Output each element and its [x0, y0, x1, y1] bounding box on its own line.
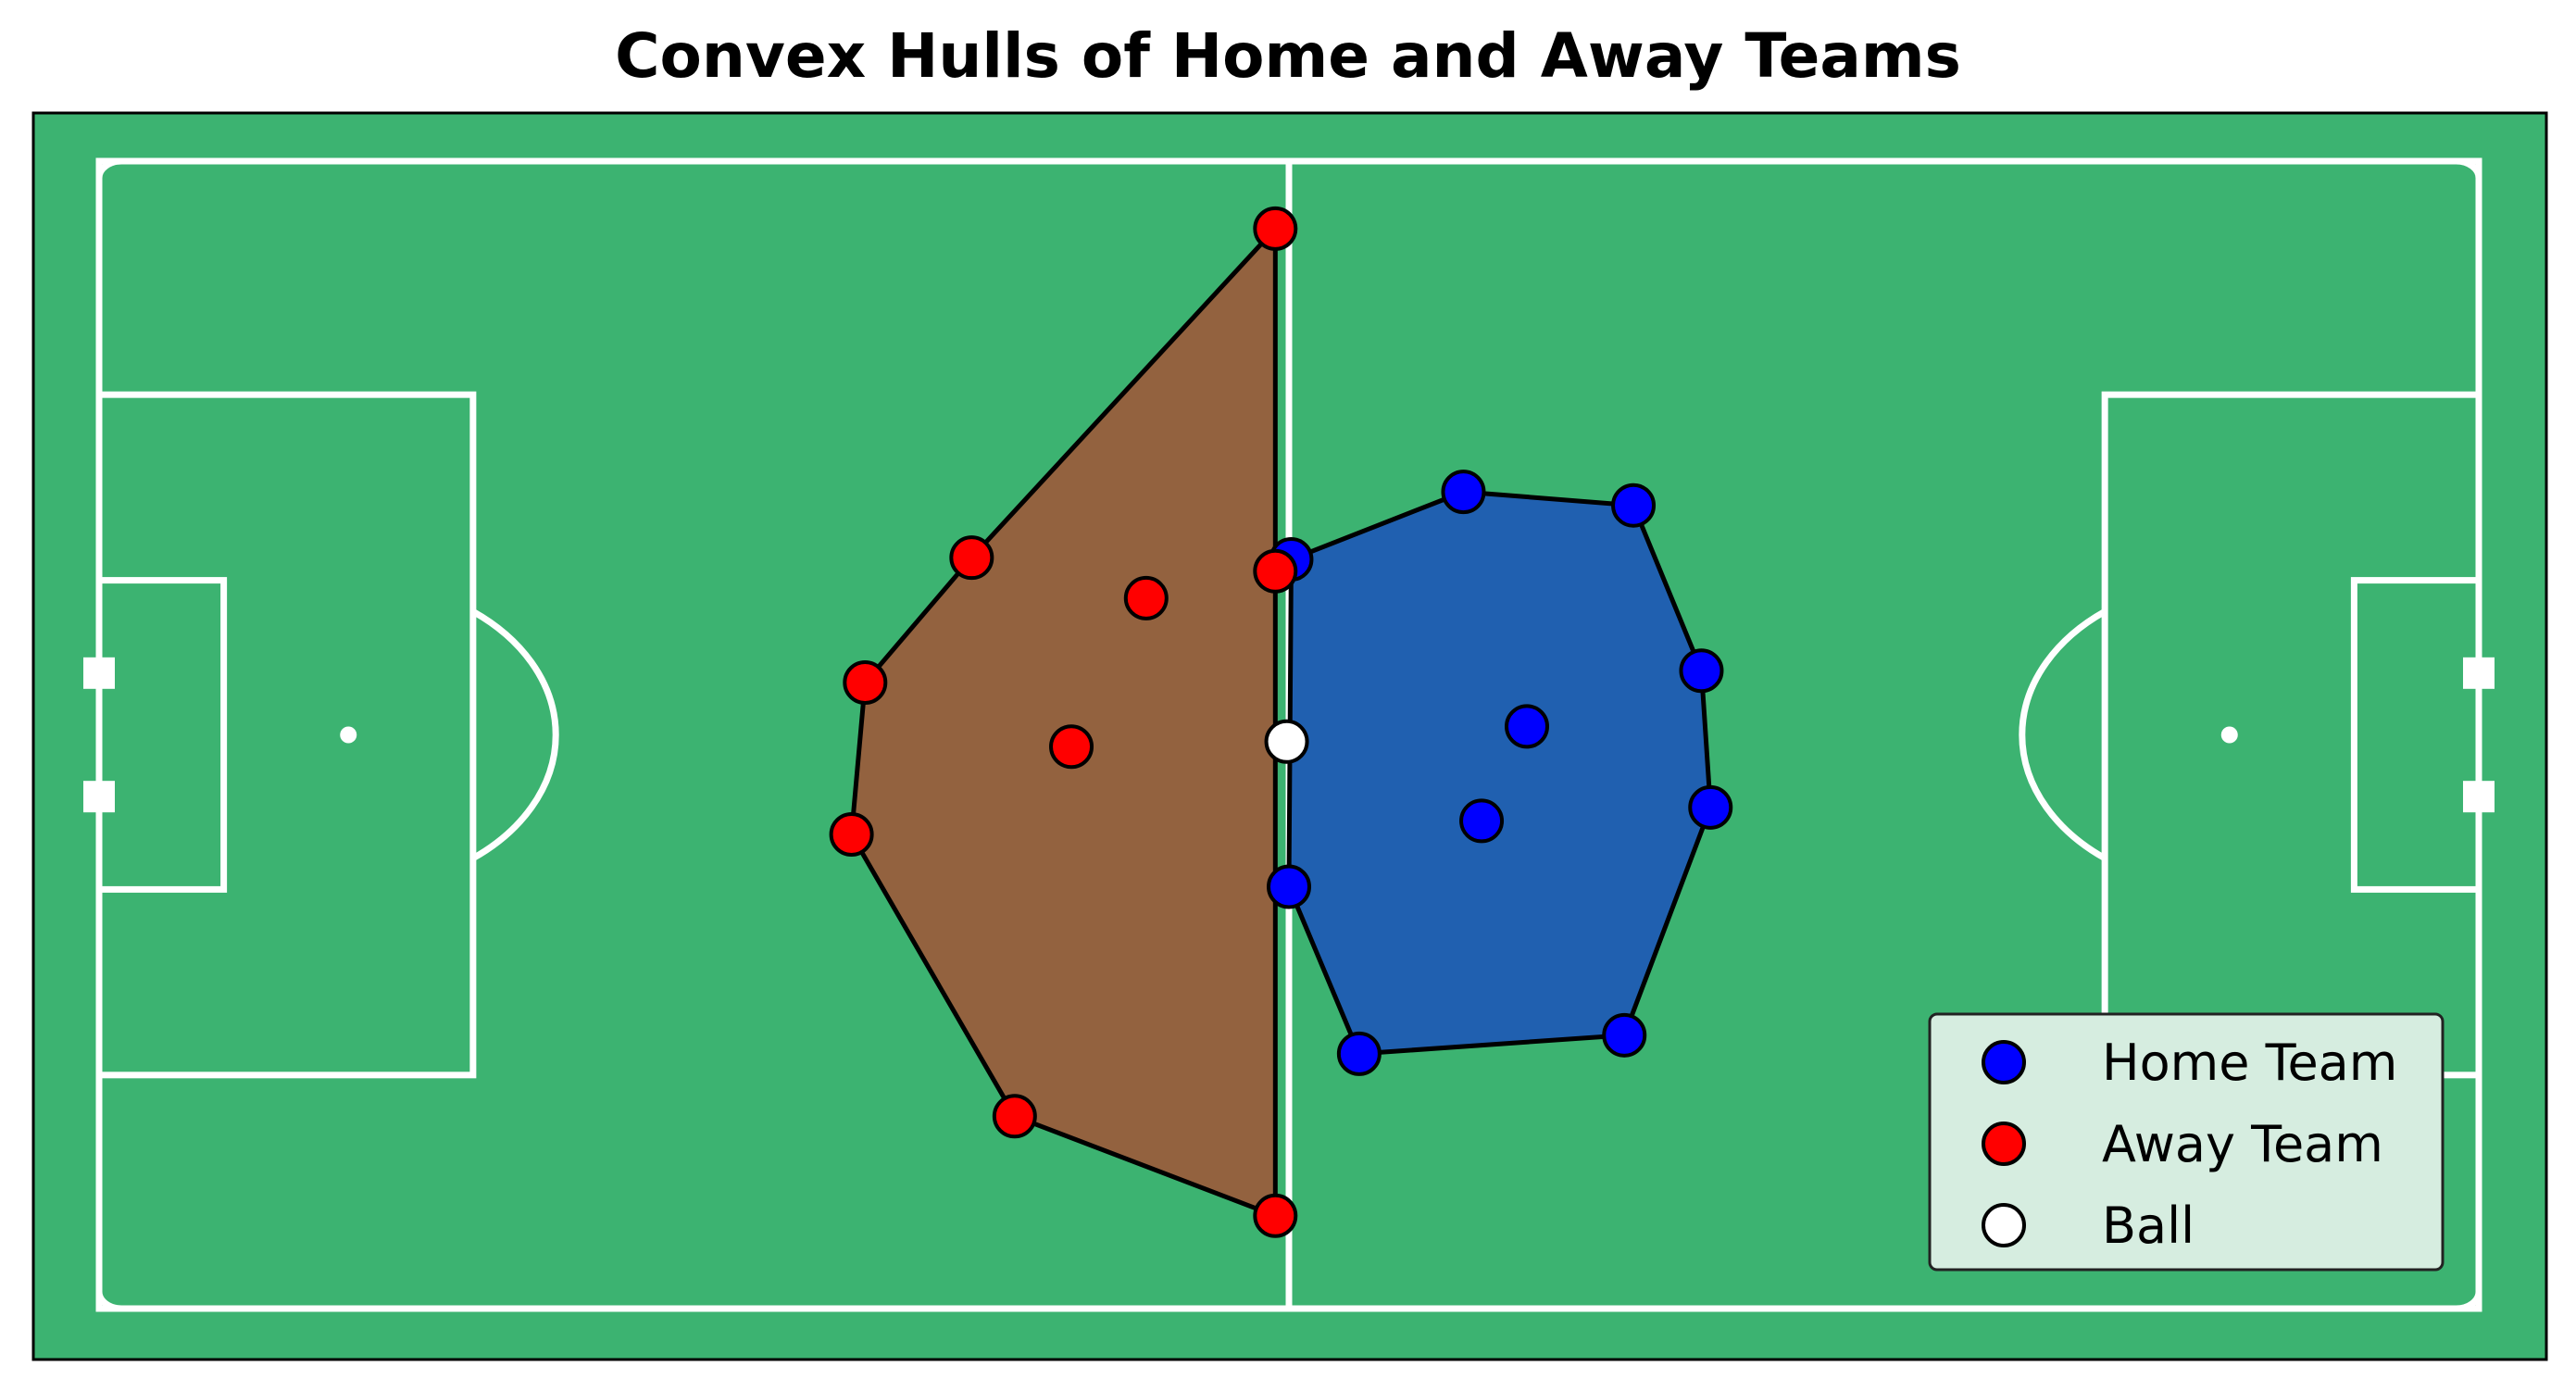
convex-hulls — [849, 226, 1713, 1219]
away-team-point — [992, 1094, 1037, 1139]
corner-arc — [2456, 1291, 2482, 1312]
left-penalty-spot — [340, 726, 357, 744]
away-team-point — [1253, 548, 1298, 594]
corner-arc — [95, 1291, 122, 1312]
home-team-point — [1459, 798, 1505, 844]
ball-point — [1264, 719, 1309, 764]
goal-post — [83, 657, 115, 689]
home-team-point — [1267, 864, 1311, 909]
player-points — [829, 206, 1733, 1238]
corner-arc — [95, 157, 122, 179]
right-penalty-arc — [2019, 608, 2107, 861]
legend-marker — [1982, 1122, 2026, 1166]
away-team-point — [843, 660, 888, 706]
legend: Home Team Away Team Ball — [1928, 1012, 2445, 1272]
away-team-point — [1253, 206, 1298, 251]
home-team-point — [1611, 482, 1657, 528]
away-team-point — [1049, 724, 1094, 770]
home-team-point — [1336, 1031, 1382, 1076]
away-team-point — [829, 812, 874, 858]
chart-title: Convex Hulls of Home and Away Teams — [615, 20, 1961, 92]
goal-post — [2463, 781, 2495, 813]
home-team-hull — [1286, 489, 1713, 1057]
legend-marker — [1982, 1040, 2026, 1084]
home-team-point — [1679, 648, 1724, 694]
home-team-point — [1602, 1012, 1647, 1058]
away-team-point — [949, 535, 994, 581]
legend-label: Ball — [2102, 1197, 2195, 1255]
goal-post — [83, 781, 115, 813]
home-team-point — [1441, 470, 1486, 515]
left-six-yard-box — [95, 577, 228, 893]
away-team-point — [1253, 1193, 1298, 1238]
home-team-point — [1505, 704, 1549, 749]
legend-marker — [1982, 1203, 2026, 1247]
corner-arc — [2456, 157, 2482, 179]
legend-label: Home Team — [2102, 1034, 2397, 1092]
home-team-point — [1688, 784, 1733, 830]
left-penalty-arc — [471, 608, 559, 861]
legend-box — [1928, 1012, 2445, 1272]
goal-post — [2463, 657, 2495, 689]
away-team-point — [1123, 575, 1169, 620]
right-six-yard-box — [2350, 577, 2482, 893]
right-penalty-spot — [2220, 726, 2238, 744]
legend-label: Away Team — [2102, 1115, 2383, 1173]
